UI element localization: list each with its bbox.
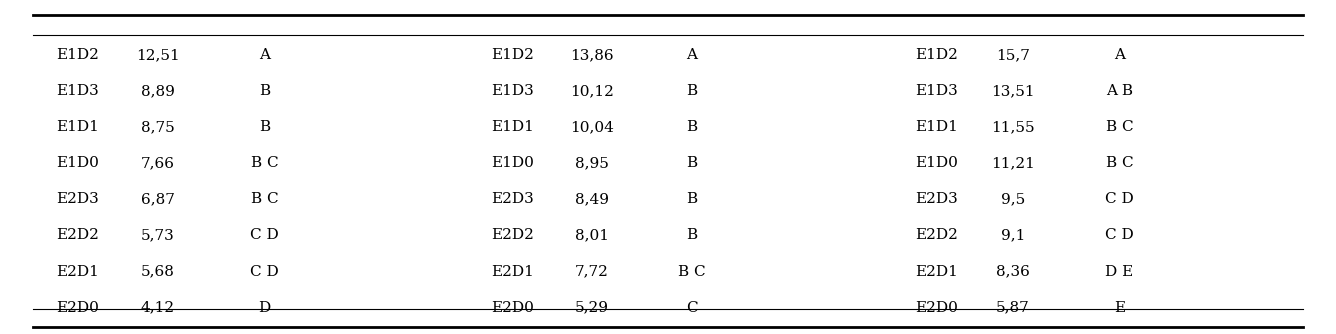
Text: 15,7: 15,7 [995, 48, 1030, 62]
Text: 8,75: 8,75 [140, 120, 175, 134]
Text: 8,49: 8,49 [574, 192, 609, 206]
Text: E2D1: E2D1 [915, 265, 958, 279]
Text: 8,89: 8,89 [140, 84, 175, 98]
Text: E1D1: E1D1 [492, 120, 534, 134]
Text: B C: B C [251, 192, 278, 206]
Text: E1D2: E1D2 [915, 48, 958, 62]
Text: 11,55: 11,55 [991, 120, 1034, 134]
Text: 8,95: 8,95 [574, 156, 609, 170]
Text: E2D2: E2D2 [56, 228, 99, 242]
Text: B: B [687, 228, 697, 242]
Text: E1D2: E1D2 [56, 48, 99, 62]
Text: E1D0: E1D0 [492, 156, 534, 170]
Text: E2D2: E2D2 [915, 228, 958, 242]
Text: B: B [687, 120, 697, 134]
Text: B C: B C [1106, 156, 1133, 170]
Text: 5,68: 5,68 [140, 265, 175, 279]
Text: E1D1: E1D1 [56, 120, 99, 134]
Text: A: A [259, 48, 270, 62]
Text: E2D0: E2D0 [915, 301, 958, 315]
Text: E1D0: E1D0 [56, 156, 99, 170]
Text: E1D1: E1D1 [915, 120, 958, 134]
Text: B: B [259, 84, 270, 98]
Text: E2D3: E2D3 [492, 192, 534, 206]
Text: 6,87: 6,87 [140, 192, 175, 206]
Text: E2D1: E2D1 [56, 265, 99, 279]
Text: 9,1: 9,1 [1001, 228, 1025, 242]
Text: A: A [687, 48, 697, 62]
Text: A B: A B [1106, 84, 1133, 98]
Text: A: A [1114, 48, 1125, 62]
Text: E2D2: E2D2 [492, 228, 534, 242]
Text: D: D [258, 301, 271, 315]
Text: 7,66: 7,66 [140, 156, 175, 170]
Text: B: B [687, 84, 697, 98]
Text: 4,12: 4,12 [140, 301, 175, 315]
Text: C: C [687, 301, 697, 315]
Text: 12,51: 12,51 [136, 48, 179, 62]
Text: E: E [1114, 301, 1125, 315]
Text: B C: B C [679, 265, 705, 279]
Text: 9,5: 9,5 [1001, 192, 1025, 206]
Text: 5,29: 5,29 [574, 301, 609, 315]
Text: E1D3: E1D3 [56, 84, 99, 98]
Text: 13,86: 13,86 [570, 48, 613, 62]
Text: 5,73: 5,73 [140, 228, 175, 242]
Text: B: B [259, 120, 270, 134]
Text: 10,12: 10,12 [570, 84, 613, 98]
Text: 5,87: 5,87 [995, 301, 1030, 315]
Text: E1D2: E1D2 [492, 48, 534, 62]
Text: 10,04: 10,04 [570, 120, 613, 134]
Text: C D: C D [250, 265, 279, 279]
Text: 13,51: 13,51 [991, 84, 1034, 98]
Text: 8,01: 8,01 [574, 228, 609, 242]
Text: B C: B C [251, 156, 278, 170]
Text: E2D0: E2D0 [56, 301, 99, 315]
Text: E1D3: E1D3 [915, 84, 958, 98]
Text: 11,21: 11,21 [991, 156, 1034, 170]
Text: C D: C D [250, 228, 279, 242]
Text: 7,72: 7,72 [574, 265, 609, 279]
Text: B: B [687, 192, 697, 206]
Text: E1D3: E1D3 [492, 84, 534, 98]
Text: D E: D E [1105, 265, 1134, 279]
Text: E1D0: E1D0 [915, 156, 958, 170]
Text: E2D3: E2D3 [56, 192, 99, 206]
Text: B: B [687, 156, 697, 170]
Text: E2D0: E2D0 [492, 301, 534, 315]
Text: E2D3: E2D3 [915, 192, 958, 206]
Text: 8,36: 8,36 [995, 265, 1030, 279]
Text: C D: C D [1105, 192, 1134, 206]
Text: E2D1: E2D1 [492, 265, 534, 279]
Text: B C: B C [1106, 120, 1133, 134]
Text: C D: C D [1105, 228, 1134, 242]
